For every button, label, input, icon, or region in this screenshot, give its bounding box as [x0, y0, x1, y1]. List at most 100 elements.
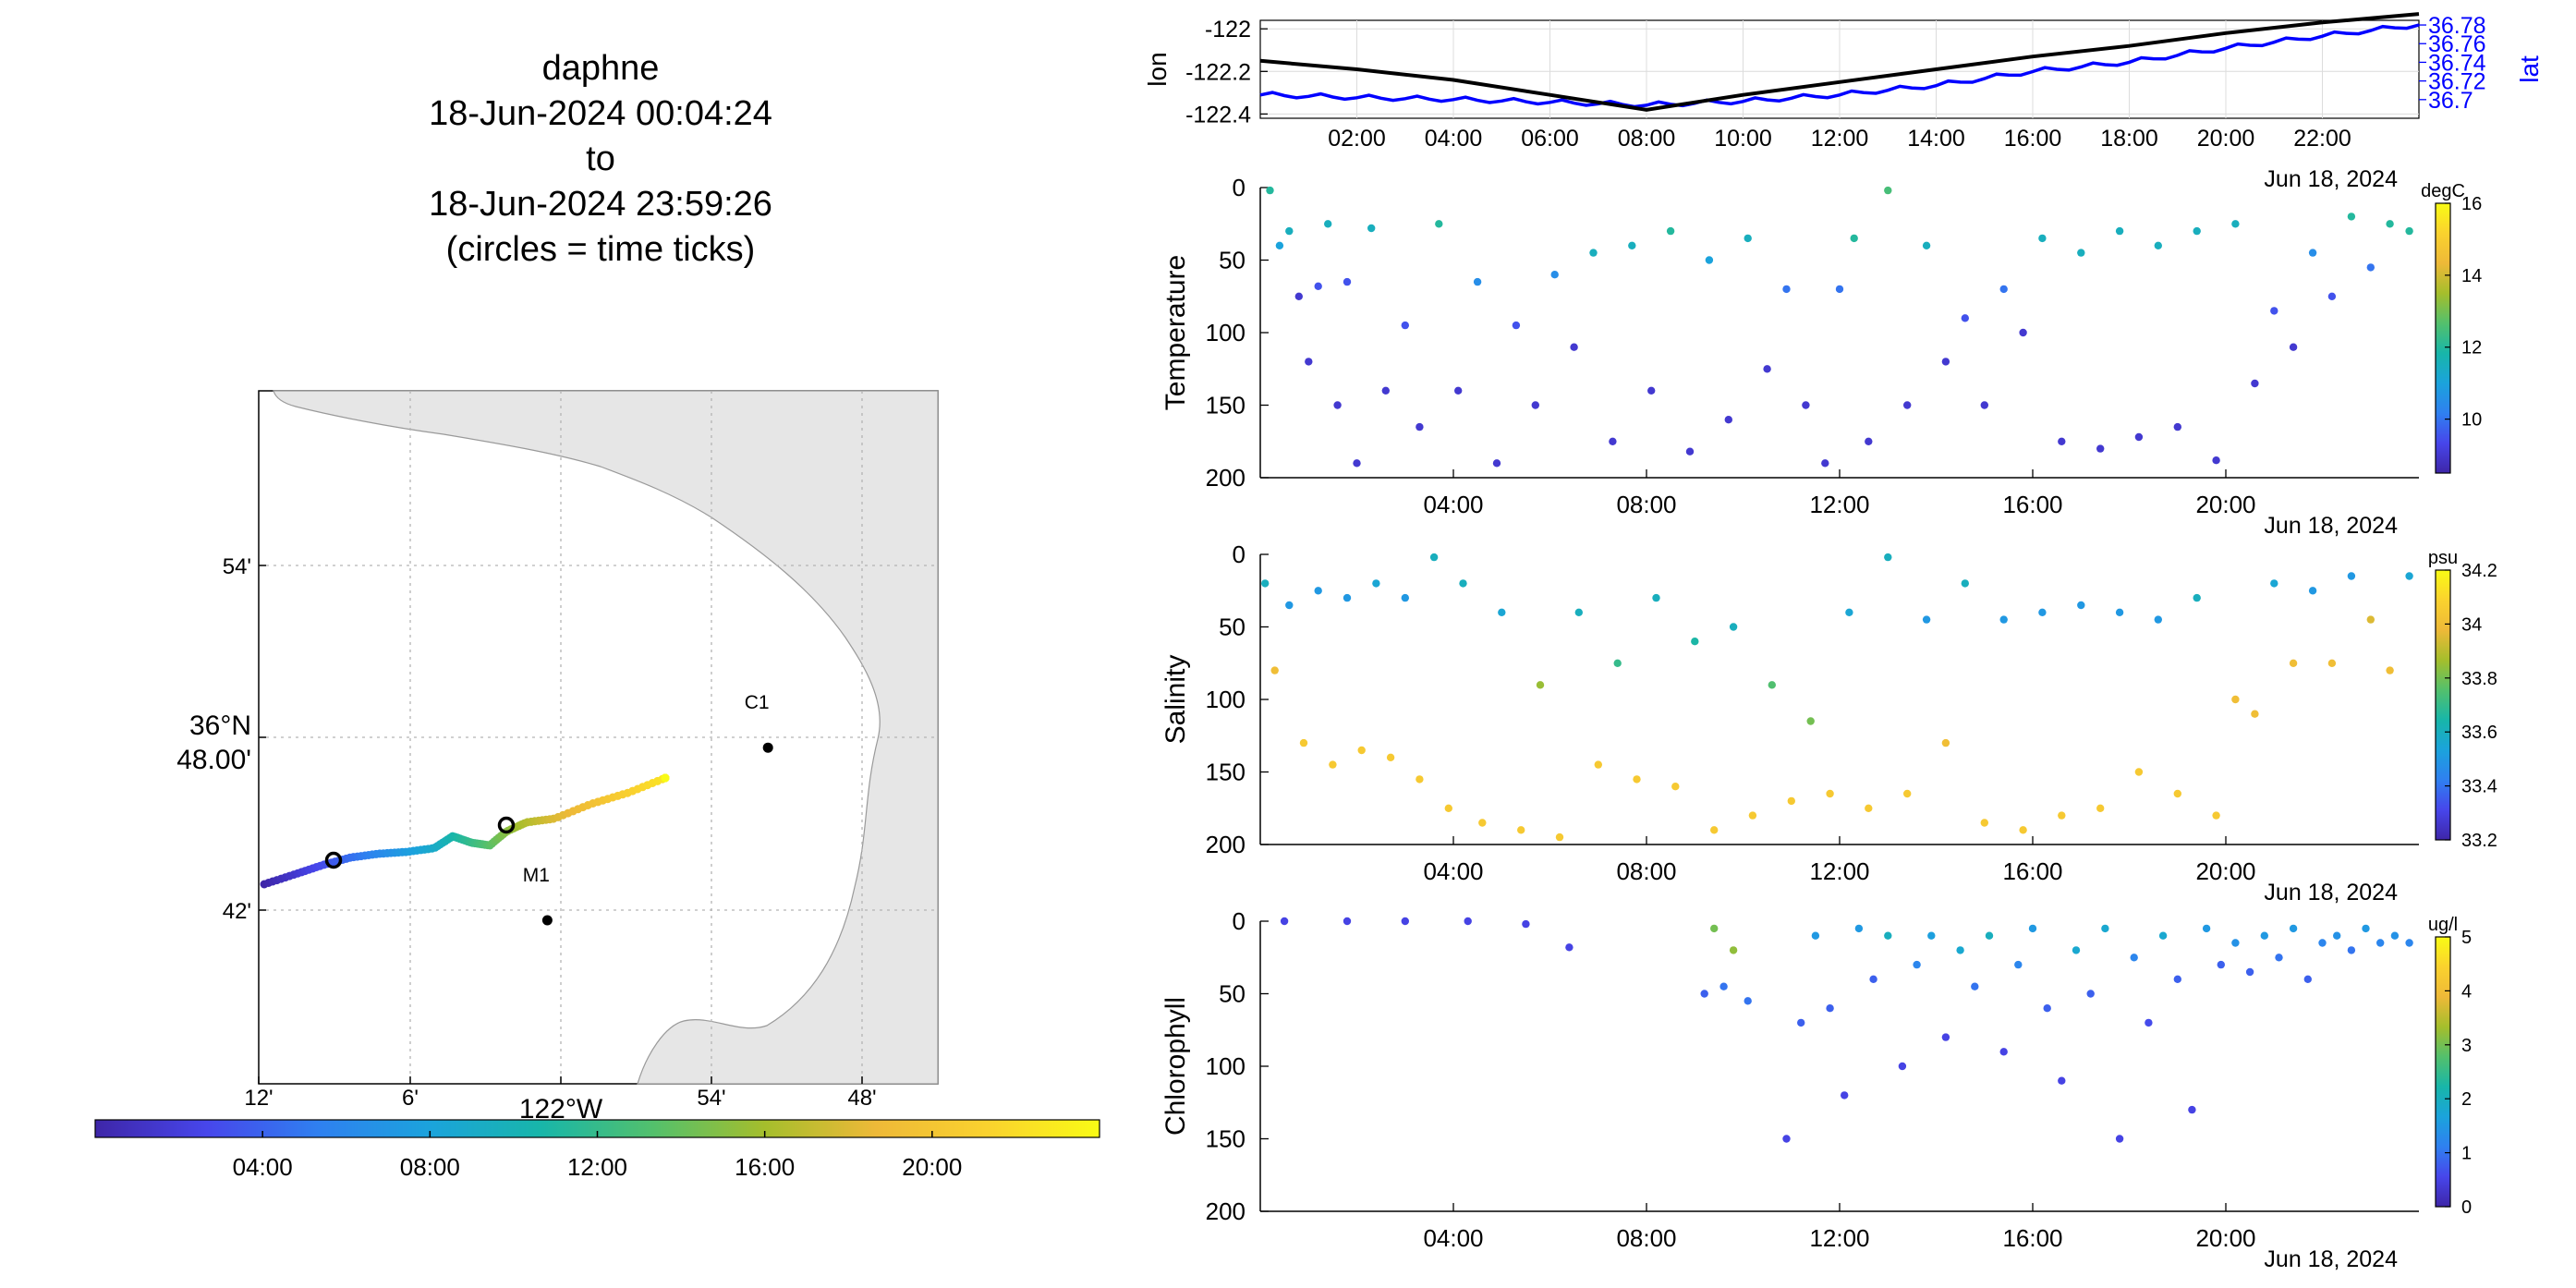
data-point [2158, 931, 2168, 940]
data-point [1884, 931, 1892, 940]
colorbar [2435, 936, 2451, 1208]
data-point [1429, 553, 1439, 562]
data-point [1613, 659, 1622, 667]
data-point [1531, 401, 1540, 409]
data-point [2347, 946, 2356, 954]
figure-title: daphne 18-Jun-2024 00:04:24 to 18-Jun-20… [351, 46, 850, 273]
y-right-tick-label: 36.7 [2428, 88, 2473, 114]
colorbar-tick-label: 5 [2461, 928, 2472, 948]
data-point [2154, 615, 2162, 624]
track-point [661, 773, 670, 783]
data-point [2145, 1018, 2153, 1027]
data-point [1270, 666, 1279, 674]
data-point [1305, 358, 1313, 366]
data-point [1768, 681, 1777, 689]
data-point [2193, 593, 2201, 602]
data-point [2130, 954, 2138, 962]
x-tick-label: 04:00 [1423, 857, 1483, 885]
data-point [1628, 241, 1636, 249]
data-point [2289, 659, 2298, 667]
x-tick-label: 18:00 [2100, 126, 2158, 152]
station-marker [762, 742, 773, 753]
title-line-1: daphne [541, 49, 660, 88]
data-point [2058, 811, 2066, 820]
data-point [2038, 608, 2047, 616]
data-point [1941, 738, 1950, 747]
x-tick-label: 16:00 [2002, 857, 2062, 885]
map-axis-labels: 54'42'36°N48.00'12' 6' 54' 48'122°W [176, 554, 876, 1124]
data-point [2347, 572, 2356, 580]
data-point [2386, 666, 2394, 674]
x-tick-label: 08:00 [1616, 491, 1676, 518]
colorbar-tick-label: 12:00 [567, 1153, 627, 1181]
data-point [1854, 924, 1864, 933]
y-right-tick-label: 36.76 [2428, 31, 2486, 57]
data-point [2270, 307, 2278, 315]
data-point [2366, 615, 2375, 624]
data-point [1294, 292, 1304, 300]
colorbar-tick-label: 2 [2461, 1089, 2472, 1110]
data-point [1401, 593, 1410, 602]
data-point [2327, 292, 2337, 300]
data-point [1353, 459, 1361, 468]
data-point [1594, 760, 1603, 769]
data-point [1884, 553, 1892, 562]
data-point [1691, 638, 1699, 646]
y-tick-label: 50 [1219, 980, 1245, 1008]
data-point [1999, 1048, 2008, 1056]
data-point [2173, 789, 2181, 798]
data-point [1285, 601, 1294, 610]
date-label: Jun 18, 2024 [2264, 1246, 2398, 1272]
data-point [1285, 226, 1294, 236]
data-point [1782, 1135, 1791, 1143]
data-point [1343, 593, 1352, 602]
data-point [2193, 226, 2201, 236]
x-tick-label: 22:00 [2293, 126, 2351, 152]
data-point [1898, 1062, 1907, 1071]
data-point [1589, 249, 1598, 257]
y-tick-label: 50 [1219, 614, 1245, 641]
x-tick-label: 12:00 [1809, 491, 1869, 518]
data-point [2058, 1076, 2066, 1085]
y-tick-label: 200 [1206, 464, 1245, 492]
data-point [1956, 946, 1964, 954]
data-point [1343, 277, 1352, 286]
lon-tick-label: 48' [847, 1086, 876, 1111]
y-tick-label: 100 [1206, 319, 1245, 346]
data-point [2101, 924, 2109, 933]
data-point [2086, 990, 2095, 998]
data-point [1927, 931, 1936, 940]
data-point [1386, 753, 1395, 761]
colorbar-tick-label: 0 [2461, 1197, 2472, 1218]
data-point [1787, 796, 1796, 806]
data-point [2308, 249, 2317, 257]
y-right-tick-label: 36.78 [2428, 13, 2486, 39]
data-point [2251, 379, 2259, 388]
data-point [2386, 220, 2394, 228]
data-point [2251, 710, 2259, 718]
data-point [1459, 579, 1467, 588]
colorbar-tick-label: 08:00 [400, 1153, 460, 1181]
data-point [1416, 775, 1424, 784]
data-point [1724, 416, 1733, 424]
data-point [2058, 437, 2066, 445]
data-point [2077, 249, 2085, 257]
data-point [1454, 386, 1463, 395]
title-line-2: 18-Jun-2024 00:04:24 [429, 94, 772, 133]
data-point [2231, 939, 2240, 947]
x-tick-label: 20:00 [2197, 126, 2255, 152]
data-point [1536, 681, 1545, 689]
colorbar-tick-label: 14 [2461, 266, 2482, 286]
x-tick-label: 12:00 [1811, 126, 1869, 152]
data-point [2376, 939, 2385, 947]
data-point [1261, 579, 1270, 588]
data-point [2390, 931, 2400, 940]
data-point [1826, 1004, 1834, 1013]
colorbar-tick-label: 16:00 [735, 1153, 795, 1181]
y-axis-label: Chlorophyll [1160, 997, 1191, 1136]
data-point [1941, 358, 1950, 366]
data-point [1555, 832, 1564, 842]
data-point [1729, 623, 1738, 631]
